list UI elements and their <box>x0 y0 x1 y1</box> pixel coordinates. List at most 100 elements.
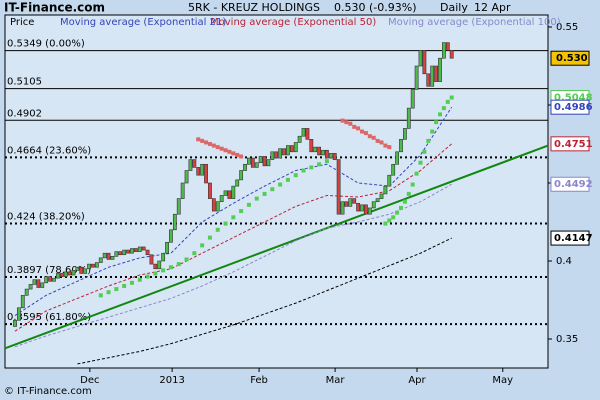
candle <box>40 282 45 288</box>
candle <box>130 248 134 254</box>
sar-dot <box>344 120 349 125</box>
candle <box>192 159 197 168</box>
candle <box>305 128 310 140</box>
candle <box>231 185 236 199</box>
candle <box>28 284 33 290</box>
candle <box>32 279 37 285</box>
sar-dot <box>235 152 240 157</box>
candle <box>145 249 150 256</box>
candle <box>286 145 290 156</box>
sar-dot <box>114 287 119 292</box>
level-label: 0.424 (38.20%) <box>7 212 85 223</box>
candle <box>180 182 185 199</box>
legend-item: Price <box>10 17 34 28</box>
candle <box>434 65 438 82</box>
candle <box>410 89 415 109</box>
sar-dot <box>445 99 450 104</box>
candle <box>348 198 353 207</box>
sar-dot <box>227 149 232 154</box>
candle <box>422 50 427 75</box>
candle <box>110 256 115 260</box>
sar-dot <box>270 187 275 192</box>
sar-dot <box>363 131 368 136</box>
x-tick-label: Apr <box>408 375 426 386</box>
sar-dot <box>239 209 244 214</box>
sar-dot <box>406 191 411 196</box>
candle <box>406 107 411 129</box>
candle <box>449 50 454 59</box>
last-value-box <box>550 99 590 115</box>
candle <box>336 159 341 215</box>
candle <box>36 279 41 288</box>
candle <box>352 198 357 204</box>
candle <box>356 202 361 212</box>
moving-average <box>14 106 453 317</box>
level-label: 0.5105 <box>7 77 42 88</box>
sar-dot <box>231 215 236 220</box>
level-label: 0.4664 (23.60%) <box>7 145 91 156</box>
sar-dot <box>106 290 111 295</box>
x-tick-label: 2013 <box>159 375 184 386</box>
sar-dot <box>360 129 365 134</box>
candle <box>48 276 52 282</box>
sar-dot <box>449 95 454 100</box>
candle <box>52 277 56 282</box>
sar-dot <box>379 140 384 145</box>
candle <box>426 73 431 87</box>
candle <box>360 204 364 212</box>
sar-dot <box>200 243 205 248</box>
candle <box>219 195 224 203</box>
sar-dot <box>430 129 435 134</box>
last-value-label: 0.530 <box>556 53 588 64</box>
candle <box>204 163 208 184</box>
candle <box>418 50 423 67</box>
sar-dot <box>375 138 380 143</box>
sar-dot <box>340 118 345 123</box>
plot-area <box>4 14 549 369</box>
sar-dot <box>215 145 220 150</box>
sar-dot <box>196 137 201 142</box>
last-value-label: 0.4492 <box>554 179 593 190</box>
legend-item: Moving average (Exponential 21) <box>60 17 226 28</box>
candle <box>114 251 119 257</box>
candle <box>399 139 403 153</box>
candle <box>282 148 286 156</box>
candle <box>24 288 29 296</box>
sar-dot <box>246 202 251 207</box>
candle <box>445 42 450 51</box>
sar-dot <box>168 265 173 270</box>
candle <box>371 201 376 209</box>
sar-dot <box>391 215 396 220</box>
sar-dot <box>254 196 259 201</box>
moving-average <box>77 237 452 365</box>
sar-dot <box>383 143 388 148</box>
sar-dot <box>137 277 142 282</box>
sar-dot <box>207 142 212 147</box>
level-label: 0.5349 (0.00%) <box>7 39 85 50</box>
last-value-box <box>550 136 590 152</box>
sar-dot <box>383 221 388 226</box>
sar-dot <box>422 149 427 154</box>
sar-dot <box>317 162 322 167</box>
candle <box>176 198 181 215</box>
sar-dot <box>223 148 228 153</box>
sar-dot <box>387 145 392 150</box>
price-change: 0.530 (-0.93%) <box>334 1 416 14</box>
candle <box>301 128 306 137</box>
candle <box>188 159 193 171</box>
candle <box>71 270 76 276</box>
candle <box>387 174 392 187</box>
candle <box>44 276 49 284</box>
sar-dot <box>301 168 306 173</box>
candle <box>184 170 189 184</box>
candle <box>321 149 325 156</box>
last-value-label: 0.4147 <box>554 233 593 244</box>
candle <box>196 167 201 176</box>
candle <box>169 229 173 243</box>
candle <box>391 163 396 176</box>
candle <box>118 251 123 256</box>
candle <box>133 248 138 252</box>
sar-dot <box>356 126 361 131</box>
sar-dot <box>153 271 158 276</box>
candle <box>395 151 400 165</box>
